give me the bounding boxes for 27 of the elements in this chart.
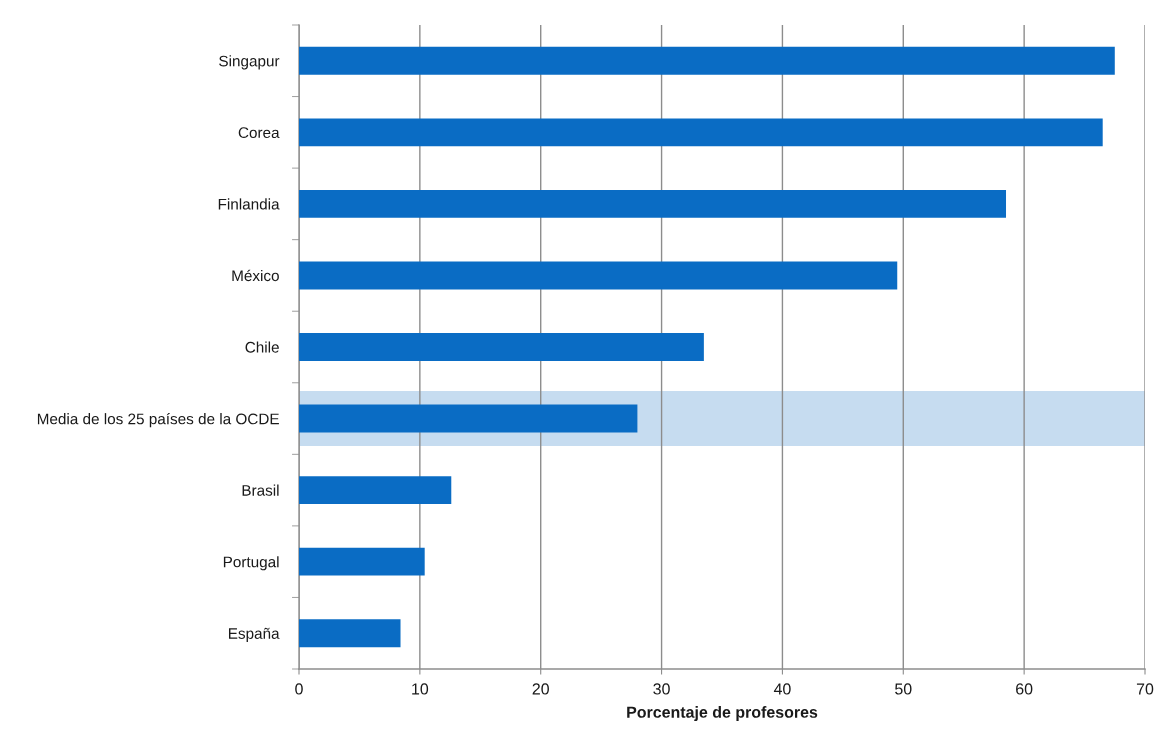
y-tick-label: Chile: [245, 341, 279, 353]
bar: [299, 547, 425, 576]
bar: [299, 261, 898, 290]
x-axis-title: Porcentaje de profesores: [627, 706, 818, 721]
y-tick-label: Finlandia: [218, 198, 280, 210]
y-tick-label: México: [232, 269, 279, 282]
x-tick-label: 20: [532, 683, 549, 695]
y-tick-label: Corea: [238, 127, 280, 139]
bar: [299, 189, 1007, 218]
x-tick-label: 70: [1136, 683, 1154, 695]
x-tick-label: 50: [895, 683, 912, 695]
x-tick-label: 10: [412, 683, 429, 695]
bar: [299, 118, 1103, 147]
y-tick-label: Brasil: [242, 484, 279, 496]
y-tick-label: España: [229, 627, 280, 642]
x-tick-label: 40: [773, 683, 791, 695]
bar: [299, 333, 704, 361]
bar: [299, 619, 401, 648]
bar: [299, 404, 638, 433]
bar: [299, 476, 452, 505]
y-tick-label: Singapur: [219, 55, 280, 70]
bar: [299, 46, 1115, 75]
x-tick-label: 30: [653, 683, 670, 695]
x-tick-label: 60: [1016, 683, 1033, 695]
x-tick-label: 0: [295, 683, 303, 695]
y-tick-label: Media de los 25 países de la OCDE: [37, 412, 279, 428]
y-tick-label: Portugal: [223, 556, 279, 571]
